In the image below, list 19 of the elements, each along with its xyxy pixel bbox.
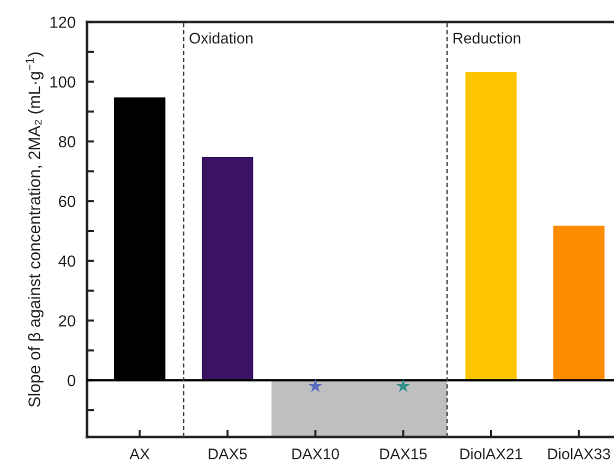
y-tick-label: 20 [58, 315, 76, 327]
bar [552, 224, 606, 381]
y-tick-label: 80 [58, 136, 76, 148]
y-axis-title: Slope of β against concentration, 2MA₂ (mL·g$^{−1}$) [26, 52, 44, 407]
x-tick-label: DAX10 [292, 448, 339, 460]
y-tick-label: 0 [68, 374, 76, 386]
annotation: Reduction [454, 32, 520, 44]
y-tick-label: 120 [50, 16, 76, 28]
x-tick-label: DiolAX33 [548, 448, 610, 460]
y-tick-label: 100 [50, 76, 76, 88]
bar [200, 156, 255, 381]
y-tick-label: 60 [58, 196, 76, 208]
x-tick-label: AX [130, 448, 150, 460]
y-tick-label: 40 [58, 255, 76, 267]
x-tick-label: DiolAX21 [460, 448, 522, 460]
bar [464, 70, 518, 381]
x-tick-label: DAX15 [380, 448, 427, 460]
x-tick-label: DAX5 [208, 448, 247, 460]
annotation: Oxidation [190, 32, 252, 44]
